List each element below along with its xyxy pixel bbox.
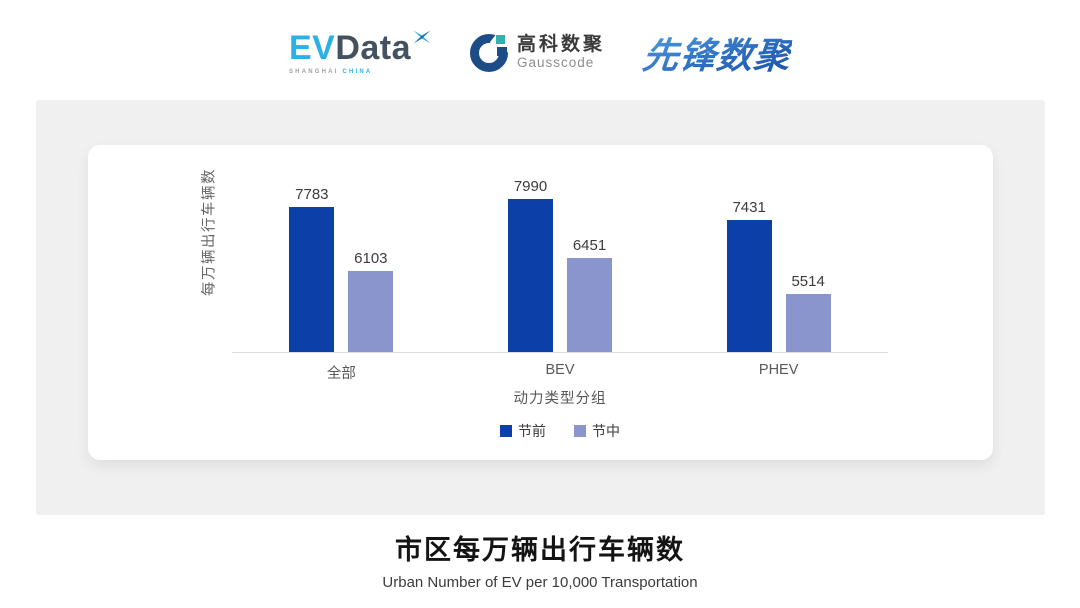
chart-legend: 节前 节中	[500, 421, 620, 441]
evdata-ev-text: EV	[288, 29, 336, 67]
legend-swatch-icon	[574, 425, 586, 437]
bar-value-label: 5514	[791, 272, 825, 290]
evdata-wordmark: EV Data	[288, 29, 432, 67]
evdata-data-text: Data	[335, 29, 412, 67]
bar-节中-BEV	[567, 257, 612, 352]
legend-item-节中: 节中	[574, 421, 620, 441]
legend-label: 节前	[518, 423, 546, 439]
gausscode-wordmark: 高科数聚 Gausscode	[517, 34, 606, 71]
bar-value-label: 6451	[572, 236, 607, 254]
bar-节前-BEV	[508, 198, 553, 352]
chart-title: 市区每万辆出行车辆数	[395, 535, 685, 565]
legend-label: 节中	[592, 423, 620, 439]
bar-节中-PHEV	[785, 293, 831, 352]
evdata-star-icon	[413, 30, 431, 44]
legend-swatch-icon	[500, 425, 512, 437]
gausscode-cn-text: 高科数聚	[517, 34, 606, 56]
bar-节前-全部	[289, 206, 335, 352]
bar-value-label: 7990	[513, 177, 548, 195]
bar-value-label: 7431	[732, 199, 766, 217]
bar-节前-PHEV	[726, 220, 772, 352]
evdata-shanghai-text: SHANGHAI	[288, 69, 339, 75]
legend-item-节前: 节前	[500, 421, 546, 441]
bar-value-label: 7783	[295, 185, 329, 203]
evdata-logo: EV Data SHANGHAI CHINA	[288, 29, 432, 75]
gausscode-en-text: Gausscode	[517, 55, 595, 71]
y-axis-label: 每万辆出行车辆数	[201, 168, 218, 296]
category-label-PHEV: PHEV	[758, 362, 799, 378]
bar-节中-全部	[348, 271, 394, 352]
category-label-全部: 全部	[326, 366, 356, 382]
gausscode-g-icon	[470, 31, 515, 72]
evdata-subtitle: SHANGHAI CHINA	[289, 69, 372, 75]
bar-value-label: 6103	[354, 250, 388, 268]
footer: 市区每万辆出行车辆数 Urban Number of EV per 10,000…	[0, 528, 1080, 591]
gausscode-logo: 高科数聚 Gausscode	[470, 31, 606, 72]
x-axis-title: 动力类型分组	[513, 391, 607, 407]
evdata-china-text: CHINA	[342, 69, 373, 75]
category-label-BEV: BEV	[545, 362, 575, 378]
chart-subtitle: Urban Number of EV per 10,000 Transporta…	[382, 574, 698, 591]
header-logos: EV Data SHANGHAI CHINA 高科数聚 Gau	[0, 18, 1080, 88]
x-axis-line	[232, 352, 888, 353]
